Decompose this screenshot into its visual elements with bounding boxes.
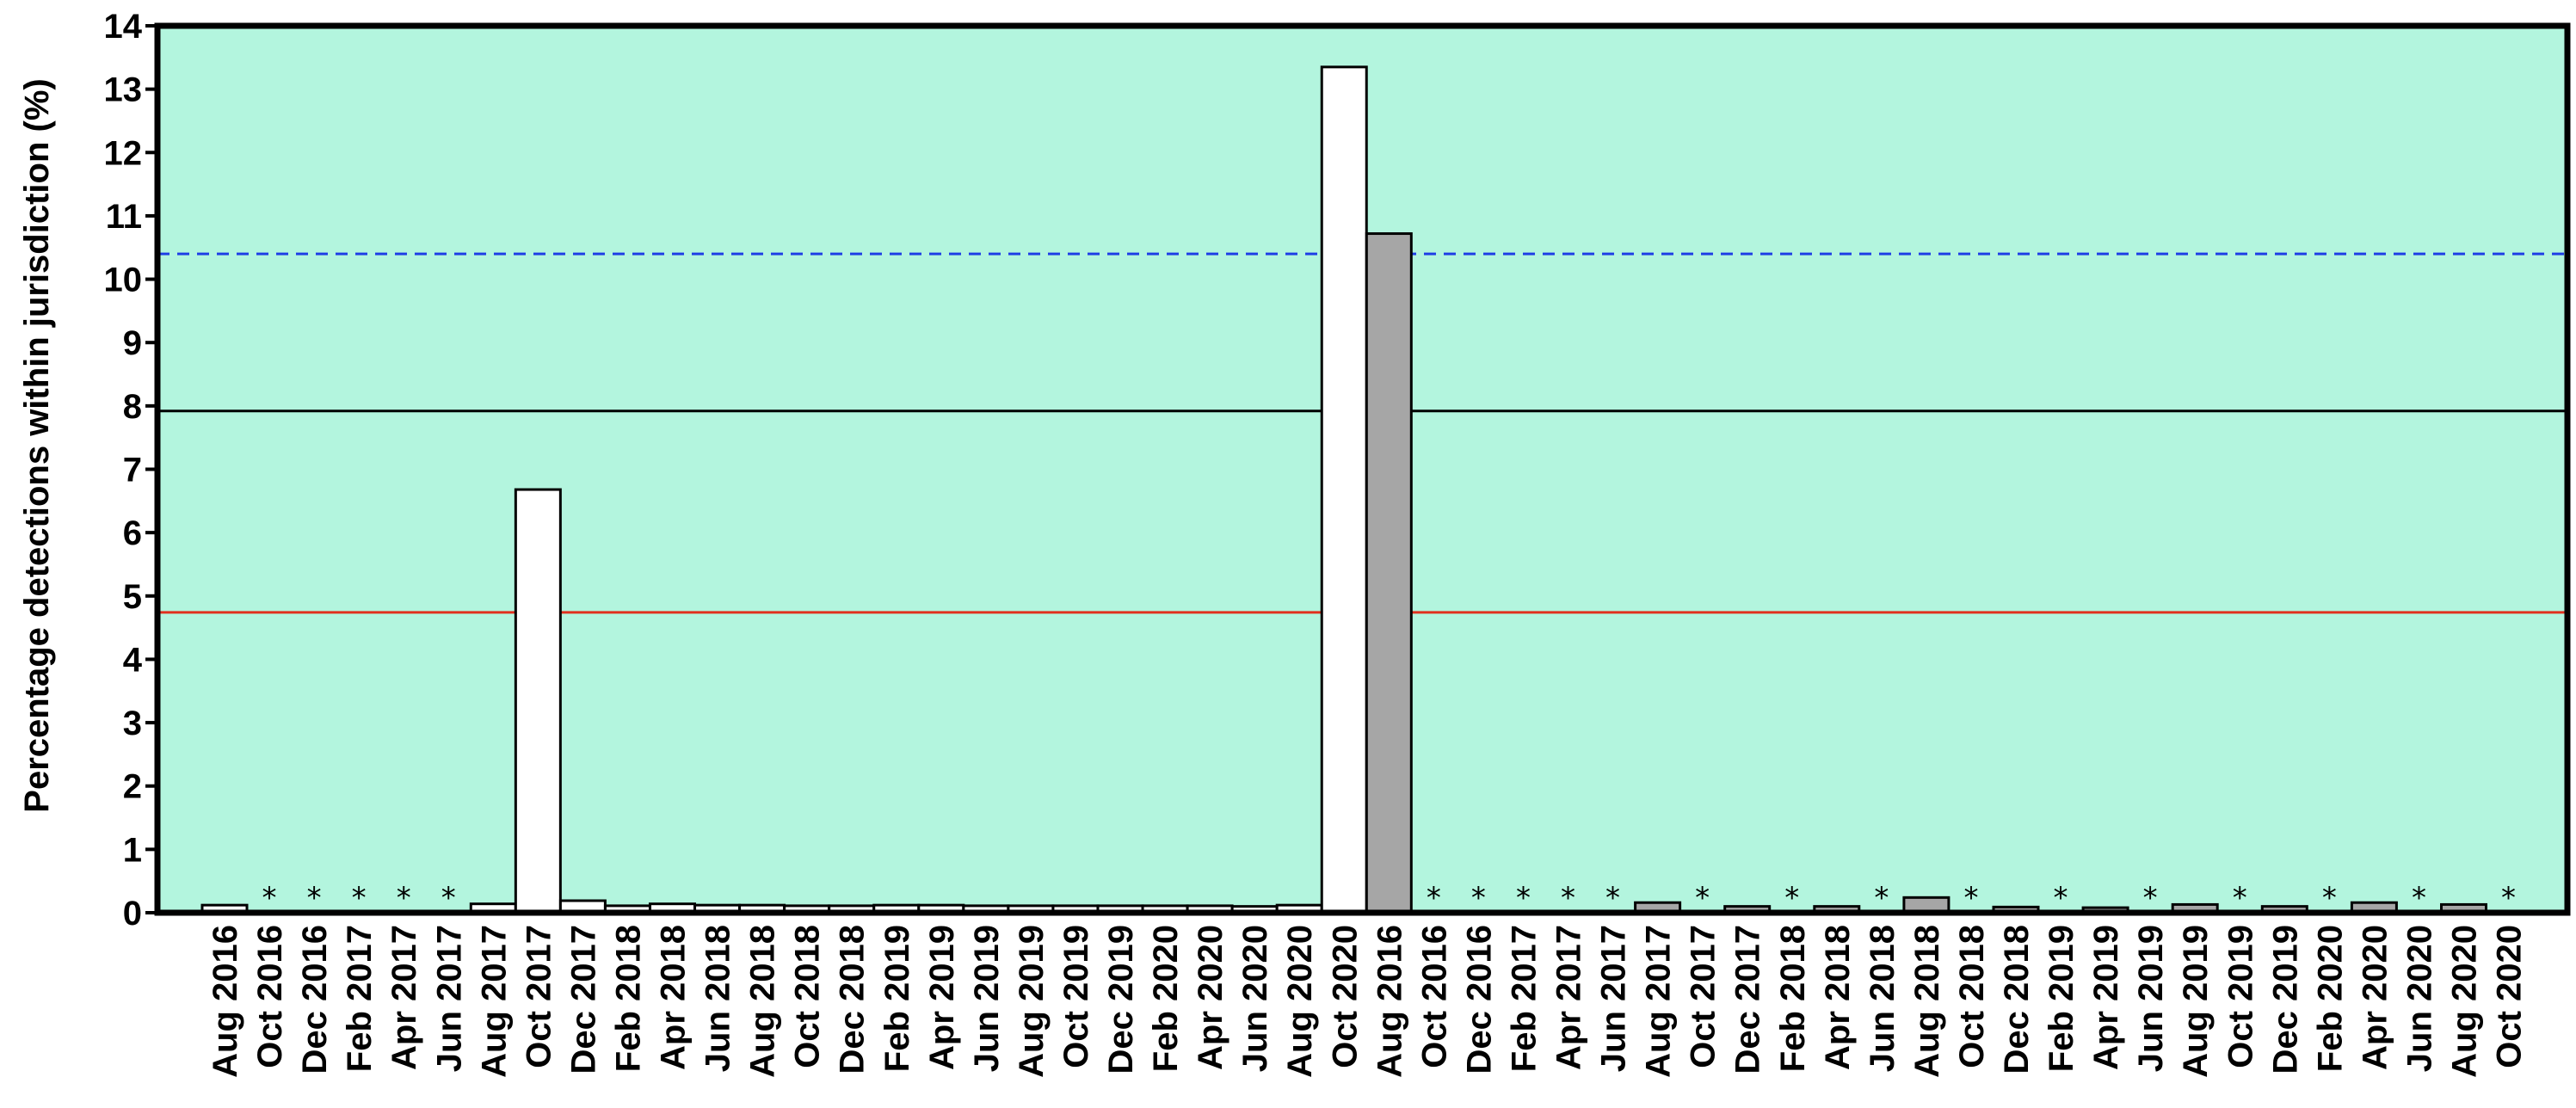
- x-tick-label: Apr 2017: [1550, 925, 1588, 1070]
- x-tick-label: Apr 2019: [2087, 925, 2125, 1070]
- x-tick-label: Aug 2019: [1013, 925, 1051, 1078]
- x-tick-label: Jun 2020: [2400, 925, 2438, 1072]
- missing-marker: *: [1471, 881, 1486, 915]
- y-tick-label: 14: [104, 8, 143, 46]
- x-tick-label: Jun 2019: [2132, 925, 2170, 1072]
- y-tick-label: 0: [123, 895, 142, 933]
- x-tick-label: Apr 2018: [655, 925, 693, 1070]
- x-tick-label: Aug 2017: [1640, 925, 1678, 1078]
- x-tick-label: Feb 2018: [1774, 925, 1812, 1072]
- x-tick-label: Feb 2020: [1147, 925, 1185, 1072]
- x-tick-label: Dec 2016: [296, 925, 334, 1074]
- x-tick-label: Feb 2019: [878, 925, 916, 1072]
- y-tick-label: 4: [123, 641, 143, 679]
- x-tick-label: Oct 2017: [520, 925, 558, 1068]
- x-tick-label: Dec 2019: [1102, 925, 1140, 1074]
- x-tick-label: Apr 2020: [2356, 925, 2394, 1070]
- x-tick-label: Dec 2017: [1729, 925, 1767, 1074]
- missing-marker: *: [441, 881, 456, 915]
- x-tick-label: Aug 2020: [2446, 925, 2484, 1078]
- x-tick-label: Jun 2019: [968, 925, 1006, 1072]
- y-tick-label: 7: [123, 452, 142, 489]
- y-axis-title: Percentage detections within jurisdictio…: [18, 78, 56, 812]
- x-tick-label: Apr 2017: [385, 925, 423, 1070]
- missing-marker: *: [1784, 881, 1799, 915]
- x-tick-label: Oct 2020: [2491, 925, 2529, 1068]
- x-tick-label: Apr 2020: [1192, 925, 1229, 1070]
- x-tick-label: Feb 2017: [341, 925, 379, 1072]
- x-tick-label: Oct 2018: [1953, 925, 1991, 1068]
- missing-marker: *: [1516, 881, 1531, 915]
- bar-s0-25: [1320, 65, 1368, 914]
- missing-marker: *: [2501, 881, 2516, 915]
- missing-marker: *: [1874, 881, 1889, 915]
- y-tick-label: 1: [123, 831, 142, 869]
- missing-marker: *: [397, 881, 411, 915]
- x-tick-label: Aug 2017: [475, 925, 513, 1078]
- missing-markers: * * * * * * * * * * * * * * * * * * * *: [262, 881, 2517, 915]
- y-tick-label: 2: [123, 768, 142, 806]
- x-tick-label: Apr 2018: [1819, 925, 1857, 1070]
- missing-marker: *: [307, 881, 322, 915]
- x-tick-label: Feb 2020: [2311, 925, 2349, 1072]
- x-axis: Aug 2016 Oct 2016 Dec 2016 Feb 2017 Apr 2017…: [206, 925, 2529, 1078]
- x-tick-label: Jun 2018: [1864, 925, 1901, 1072]
- x-tick-label: Apr 2019: [923, 925, 961, 1070]
- x-tick-label: Dec 2019: [2266, 925, 2304, 1074]
- x-tick-label: Oct 2017: [1685, 925, 1722, 1068]
- x-tick-label: Dec 2018: [834, 925, 872, 1074]
- x-tick-label: Oct 2020: [1326, 925, 1364, 1068]
- x-tick-label: Feb 2017: [1505, 925, 1543, 1072]
- missing-marker: *: [262, 881, 277, 915]
- missing-marker: *: [1561, 881, 1575, 915]
- x-tick-label: Jun 2017: [430, 925, 468, 1072]
- y-tick-label: 5: [123, 578, 142, 616]
- missing-marker: *: [2233, 881, 2247, 915]
- bar-s1-0: [1365, 232, 1413, 914]
- y-tick-label: 11: [106, 198, 142, 236]
- x-tick-label: Aug 2016: [206, 925, 244, 1078]
- x-tick-label: Oct 2019: [2222, 925, 2259, 1068]
- x-tick-label: Oct 2018: [789, 925, 827, 1068]
- y-tick-label: 9: [123, 324, 142, 362]
- x-tick-label: Oct 2016: [1415, 925, 1453, 1068]
- x-tick-label: Aug 2016: [1371, 925, 1408, 1078]
- x-tick-label: Oct 2016: [251, 925, 289, 1068]
- x-tick-label: Jun 2020: [1236, 925, 1274, 1072]
- missing-marker: *: [352, 881, 367, 915]
- y-tick-label: 12: [104, 134, 143, 172]
- x-tick-label: Aug 2018: [1908, 925, 1946, 1078]
- bar-s0-7: [514, 488, 562, 914]
- y-tick-label: 13: [104, 71, 143, 109]
- x-tick-label: Feb 2018: [609, 925, 647, 1072]
- y-tick-label: 10: [104, 262, 143, 299]
- missing-marker: *: [1427, 881, 1441, 915]
- missing-marker: *: [2143, 881, 2158, 915]
- missing-marker: *: [1695, 881, 1710, 915]
- y-tick-label: 3: [123, 705, 142, 742]
- missing-marker: *: [2412, 881, 2426, 915]
- y-tick-label: 6: [123, 514, 142, 552]
- x-tick-label: Feb 2019: [2043, 925, 2080, 1072]
- x-tick-label: Dec 2016: [1460, 925, 1498, 1074]
- x-tick-label: Oct 2019: [1057, 925, 1095, 1068]
- missing-marker: *: [1963, 881, 1978, 915]
- missing-marker: *: [2322, 881, 2337, 915]
- y-tick-label: 8: [123, 388, 142, 426]
- x-tick-label: Aug 2019: [2177, 925, 2215, 1078]
- x-tick-label: Aug 2020: [1281, 925, 1319, 1078]
- x-tick-label: Jun 2018: [699, 925, 737, 1072]
- x-tick-label: Dec 2018: [1998, 925, 2036, 1074]
- x-tick-label: Jun 2017: [1595, 925, 1633, 1072]
- x-tick-label: Aug 2018: [744, 925, 782, 1078]
- missing-marker: *: [2054, 881, 2068, 915]
- x-tick-label: Dec 2017: [564, 925, 602, 1074]
- missing-marker: *: [1605, 881, 1620, 915]
